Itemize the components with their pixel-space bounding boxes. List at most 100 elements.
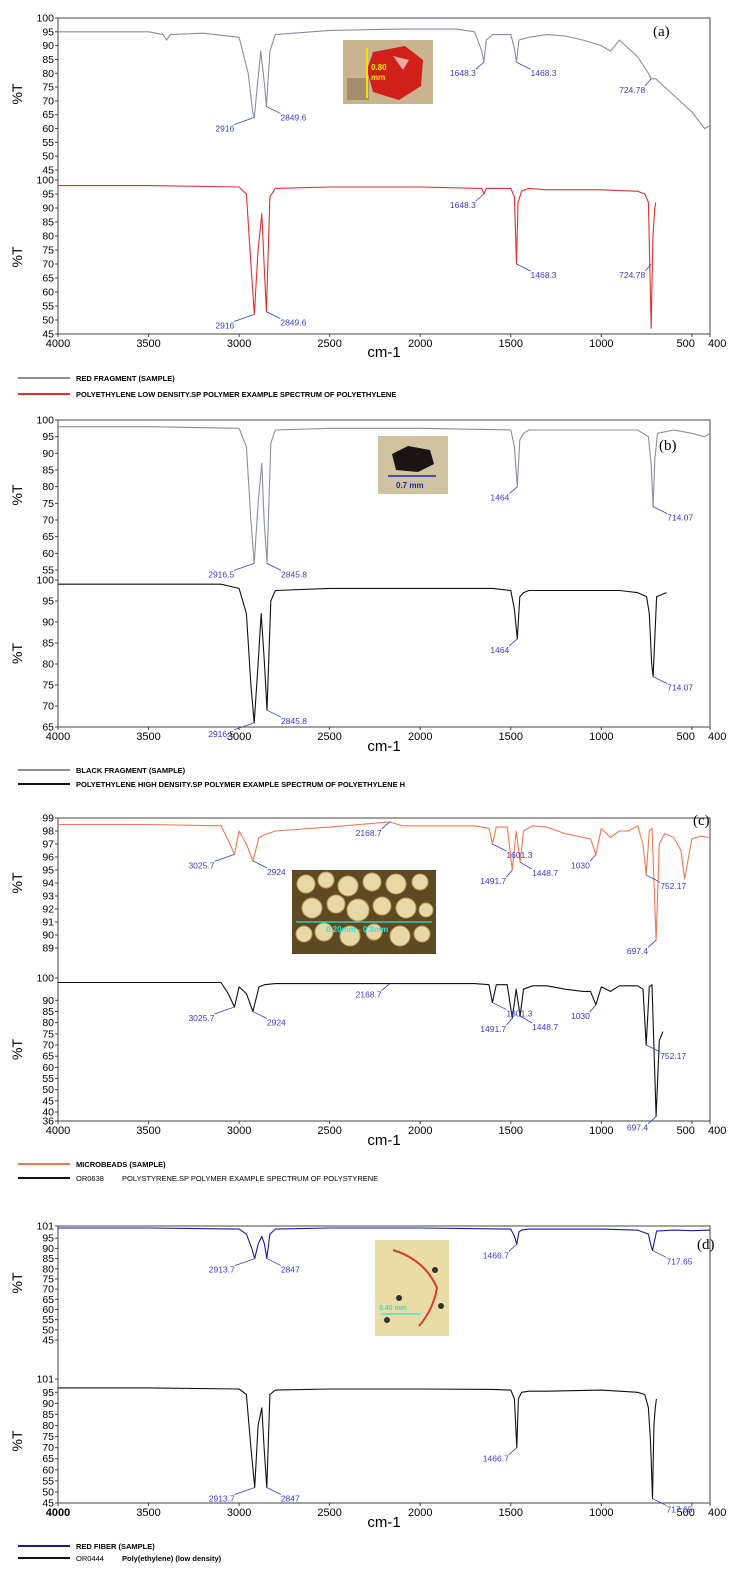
annotation-leader xyxy=(590,1005,596,1012)
x-tick-label: 400 xyxy=(708,1507,726,1519)
top-y-axis-label: %T xyxy=(9,872,25,893)
annotation-leader xyxy=(266,106,280,113)
photo-caption: 0.20mm - 0.8mm xyxy=(326,925,388,934)
peak-annotation: 2916 xyxy=(215,123,234,133)
panel-label: (a) xyxy=(653,24,670,40)
peak-annotation: 1030 xyxy=(571,1011,590,1021)
bottom-y-tick-label: 90 xyxy=(42,203,54,215)
annotation-leader xyxy=(653,507,667,514)
annotation-leader xyxy=(234,117,254,124)
annotation-leader xyxy=(234,314,254,321)
peak-annotation: 2847 xyxy=(281,1265,300,1275)
annotation-leader xyxy=(509,639,517,646)
top-y-tick-label: 92 xyxy=(42,904,54,916)
peak-annotation: 1030 xyxy=(571,860,590,870)
series-line-2 xyxy=(58,1388,656,1499)
top-y-tick-label: 90 xyxy=(42,40,54,52)
series-line-2 xyxy=(58,186,656,329)
peak-annotation: 2916.5 xyxy=(208,569,234,579)
x-tick-label: 3500 xyxy=(136,338,160,350)
peak-annotation: 1468.3 xyxy=(531,68,557,78)
top-y-tick-label: 70 xyxy=(42,515,54,527)
peak-annotation: 714.07 xyxy=(667,683,693,693)
x-tick-label: 1500 xyxy=(499,1507,523,1519)
annotation-leader xyxy=(214,1007,234,1014)
peak-annotation: 2845.8 xyxy=(281,716,307,726)
bottom-y-tick-label: 85 xyxy=(42,217,54,229)
bottom-y-tick-label: 100 xyxy=(36,575,54,587)
peak-annotation: 3025.7 xyxy=(188,1013,214,1023)
bottom-y-tick-label: 70 xyxy=(42,701,54,713)
annotation-leader xyxy=(253,1012,267,1019)
peak-annotation: 717.65 xyxy=(666,1256,692,1266)
x-tick-label: 2500 xyxy=(317,731,341,743)
bottom-y-tick-label: 60 xyxy=(42,287,54,299)
peak-annotation: 2916.5 xyxy=(208,729,234,739)
plot-frame xyxy=(58,818,710,1121)
photo-caption-unit: mm xyxy=(371,73,385,82)
peak-annotation: 1464 xyxy=(490,493,509,503)
annotation-leader xyxy=(267,710,281,717)
peak-annotation: 724.78 xyxy=(619,85,645,95)
annotation-leader xyxy=(267,563,281,570)
annotation-leader xyxy=(235,1488,255,1495)
peak-annotation: 1491.7 xyxy=(480,1024,506,1034)
top-y-tick-label: 97 xyxy=(42,839,54,851)
peak-annotation: 714.07 xyxy=(667,513,693,523)
peak-annotation: 2924 xyxy=(267,1018,286,1028)
x-axis-label: cm-1 xyxy=(367,1514,400,1531)
peak-annotation: 2916 xyxy=(215,320,234,330)
microbead xyxy=(296,926,312,942)
bottom-y-tick-label: 90 xyxy=(42,617,54,629)
x-tick-label: 2500 xyxy=(317,1125,341,1137)
microbead xyxy=(396,898,416,918)
top-y-tick-label: 95 xyxy=(42,26,54,38)
legend-entry: POLYETHYLENE LOW DENSITY.SP POLYMER EXAM… xyxy=(76,390,396,399)
legend-code: OR0638 xyxy=(76,1174,104,1183)
legend-entry: Poly(ethylene) (low density) xyxy=(122,1554,222,1563)
x-axis-label: cm-1 xyxy=(367,344,400,361)
legend-entry: POLYSTYRENE.SP POLYMER EXAMPLE SPECTRUM … xyxy=(122,1174,378,1183)
bottom-y-tick-label: 80 xyxy=(42,231,54,243)
microbead xyxy=(419,903,433,917)
debris-speck xyxy=(432,1267,438,1273)
annotation-leader xyxy=(517,264,531,271)
bottom-y-axis-label: %T xyxy=(9,246,25,267)
x-tick-label: 400 xyxy=(708,338,726,350)
top-y-tick-label: 98 xyxy=(42,826,54,838)
microbead xyxy=(373,897,391,915)
annotation-leader xyxy=(476,62,484,69)
debris-speck xyxy=(384,1317,390,1323)
x-tick-label: 400 xyxy=(708,731,726,743)
bottom-y-tick-label: 95 xyxy=(42,189,54,201)
microbead xyxy=(327,895,345,913)
bottom-y-tick-label: 100 xyxy=(36,973,54,985)
sample-photo: 0.40 mm xyxy=(375,1240,449,1336)
top-y-tick-label: 80 xyxy=(42,68,54,80)
peak-annotation: 2913.7 xyxy=(209,1265,235,1275)
top-y-tick-label: 75 xyxy=(42,82,54,94)
x-tick-label: 4000 xyxy=(46,1507,70,1519)
annotation-leader xyxy=(590,854,596,861)
top-y-tick-label: 93 xyxy=(42,891,54,903)
top-y-tick-label: 95 xyxy=(42,865,54,877)
annotation-leader xyxy=(509,1244,517,1251)
microbead xyxy=(347,899,369,921)
bottom-y-tick-label: 55 xyxy=(42,301,54,313)
legend-entry: BLACK FRAGMENT (SAMPLE) xyxy=(76,766,186,775)
top-y-tick-label: 90 xyxy=(42,448,54,460)
x-tick-label: 400 xyxy=(708,1125,726,1137)
series-line-2 xyxy=(58,584,667,723)
annotation-leader xyxy=(506,1018,512,1025)
x-tick-label: 3500 xyxy=(136,731,160,743)
annotation-leader xyxy=(506,870,512,877)
top-y-tick-label: 100 xyxy=(36,13,54,25)
annotation-leader xyxy=(653,677,667,684)
sample-photo: 0.7 mm xyxy=(378,436,448,494)
top-y-tick-label: 65 xyxy=(42,109,54,121)
peak-annotation: 2168.7 xyxy=(356,990,382,1000)
top-y-tick-label: 65 xyxy=(42,531,54,543)
photo-caption: 0.7 mm xyxy=(396,481,424,490)
debris-speck xyxy=(396,1295,402,1301)
